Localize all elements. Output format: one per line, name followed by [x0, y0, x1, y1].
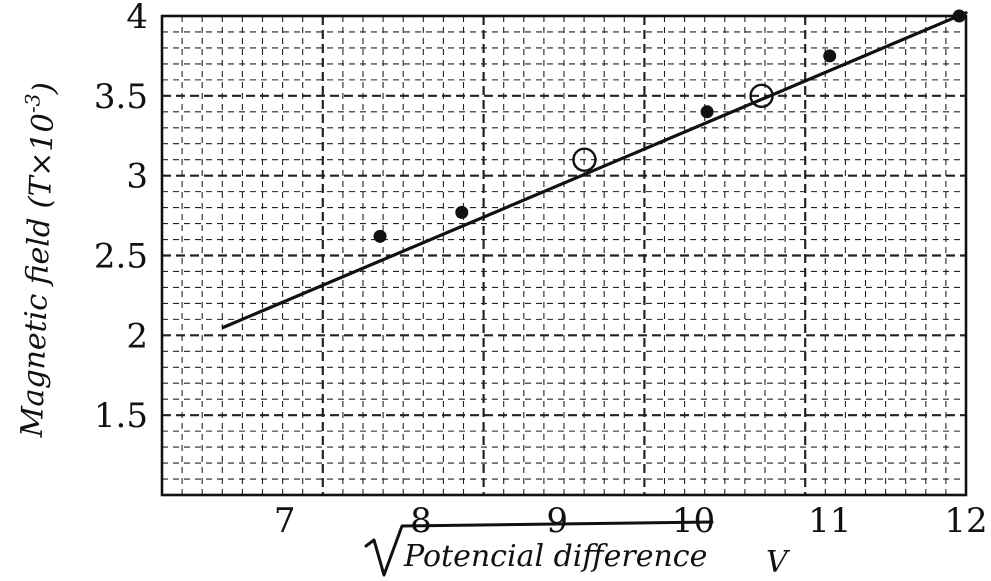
plot-frame [160, 14, 968, 497]
svg-text:Magnetic field (T×10-3): Magnetic field (T×10-3) [9, 81, 62, 438]
x-axis-unit: V [766, 545, 791, 580]
best-fit-line [221, 11, 968, 329]
data-point-filled [373, 229, 387, 243]
x-tick-label: 9 [546, 501, 568, 541]
data-point-filled [823, 49, 837, 63]
y-tick-label: 4 [126, 0, 148, 37]
y-axis-label-close: ) [27, 82, 62, 96]
y-tick-label: 2 [126, 316, 148, 356]
x-tick-label: 12 [944, 501, 987, 541]
chart-grid [160, 14, 968, 497]
data-points [373, 9, 966, 243]
radical-sign [364, 520, 714, 577]
y-tick-label: 3 [126, 157, 148, 197]
y-tick-label: 3.5 [94, 77, 148, 117]
x-axis-label: Potencial difference [403, 539, 707, 574]
x-tick-label: 8 [410, 501, 432, 541]
data-point-open [749, 83, 774, 109]
x-tick-labels: 7 8 9 10 11 12 [274, 501, 988, 541]
data-point-filled [700, 105, 714, 119]
y-tick-label: 1.5 [94, 396, 148, 436]
x-tick-label: 11 [808, 501, 851, 541]
y-tick-label: 2.5 [94, 237, 148, 277]
y-axis-label: Magnetic field (T×10 [15, 113, 61, 439]
data-point-filled [455, 205, 469, 219]
y-axis-label-exponent: -3 [20, 93, 45, 113]
data-point-filled [952, 9, 966, 23]
best-fit-line-group [221, 11, 968, 329]
x-tick-label: 7 [274, 501, 296, 541]
y-tick-labels: 1.5 2 2.5 3 3.5 4 [94, 0, 148, 436]
data-point-open [572, 147, 597, 172]
